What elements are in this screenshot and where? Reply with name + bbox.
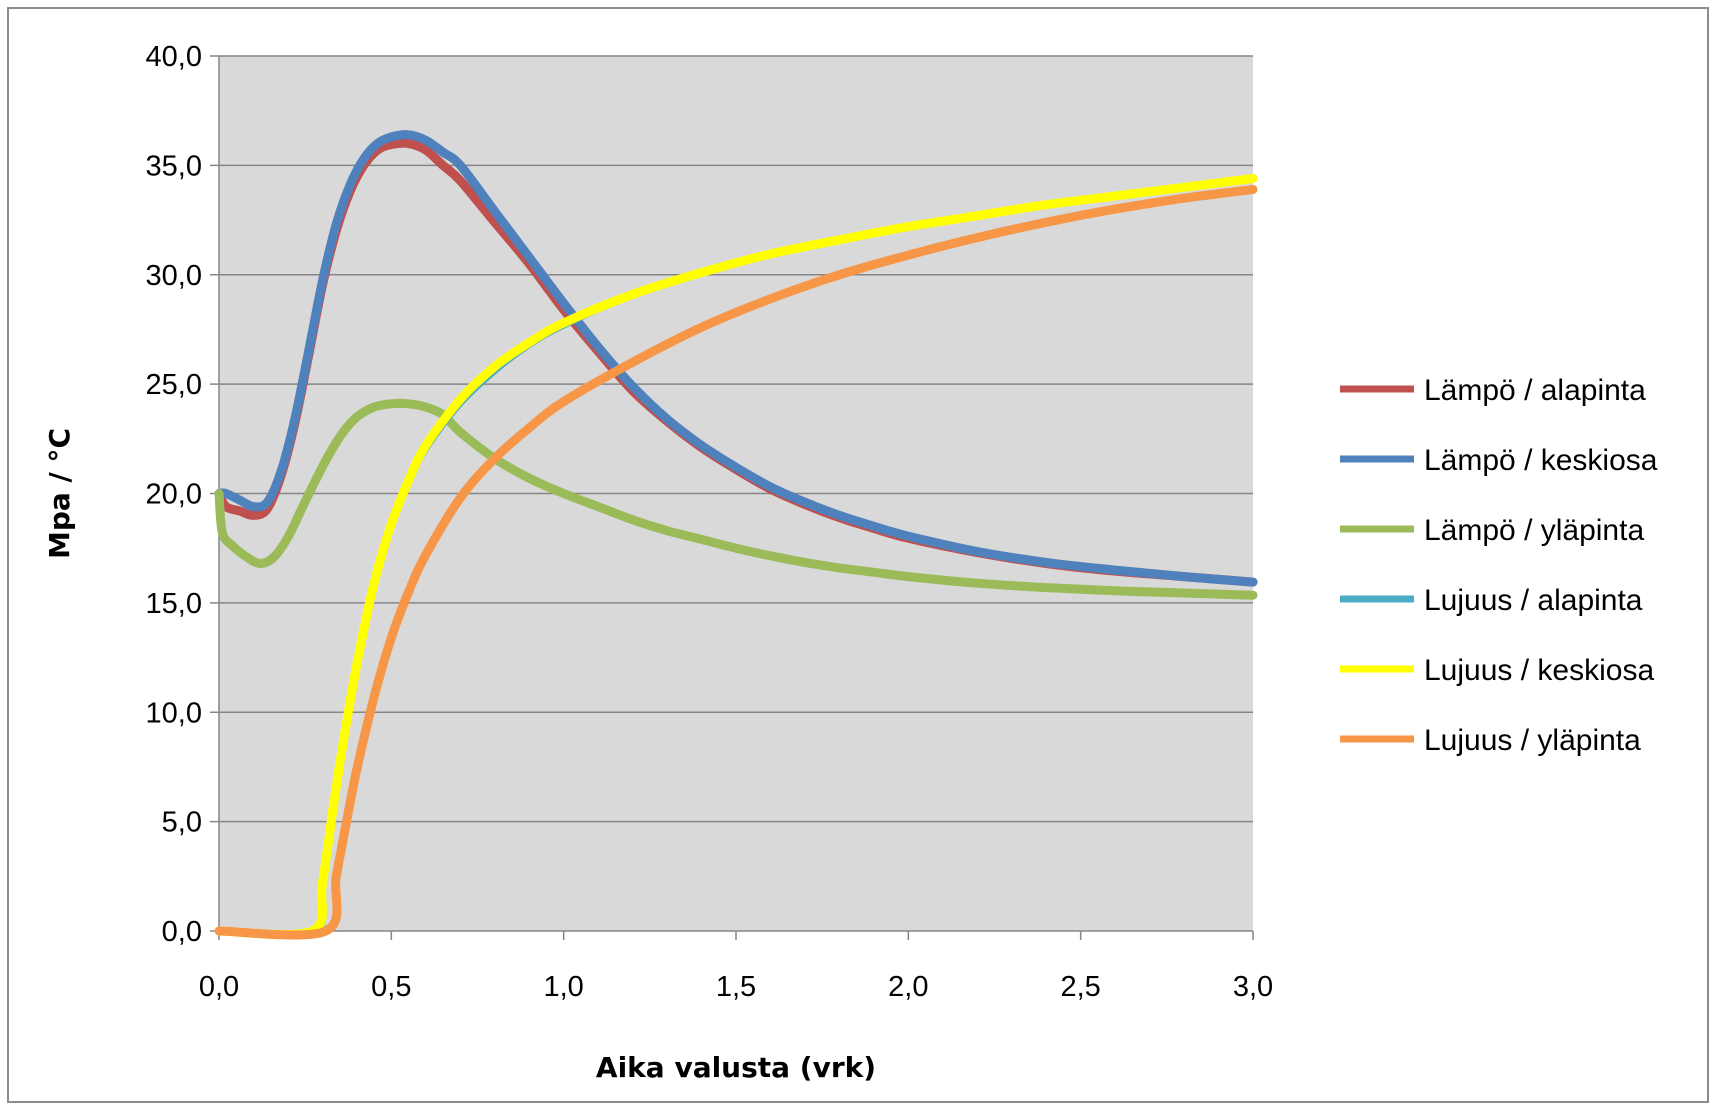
- series-line-5: [214, 174, 1258, 940]
- y-tick-label: 10,0: [146, 697, 202, 729]
- x-tick-label: 1,0: [544, 971, 584, 1003]
- legend-item: Lujuus / yläpinta: [1340, 724, 1641, 757]
- x-axis-title: Aika valusta (vrk): [596, 1051, 876, 1084]
- y-tick-label: 25,0: [146, 369, 202, 401]
- x-tick-label: 1,5: [716, 971, 756, 1003]
- series-line-2: [214, 130, 1258, 587]
- y-tick-label: 15,0: [146, 588, 202, 620]
- x-tick-label: 3,0: [1233, 971, 1273, 1003]
- x-tick-label: 2,5: [1061, 971, 1101, 1003]
- y-tick-label: 30,0: [146, 260, 202, 292]
- legend-label: Lämpö / alapinta: [1424, 374, 1646, 407]
- series-line-6: [214, 184, 1258, 940]
- y-tick-label: 20,0: [146, 479, 202, 511]
- y-axis-title: Mpa / °C: [43, 428, 76, 559]
- series-line-3: [214, 398, 1258, 600]
- legend-item: Lujuus / alapinta: [1340, 584, 1643, 617]
- legend: Lämpö / alapinta Lämpö / keskiosa Lämpö / …: [1340, 374, 1658, 757]
- legend-label: Lujuus / keskiosa: [1424, 654, 1654, 687]
- tick-labels: 0,0 5,0 10,0 15,0 20,0 25,0 30,0 35,0 40,0 0,0 0,5…: [146, 41, 1274, 1003]
- legend-item: Lujuus / keskiosa: [1340, 654, 1654, 687]
- y-tick-label: 35,0: [146, 150, 202, 182]
- y-tick-label: 40,0: [146, 41, 202, 73]
- legend-label: Lämpö / yläpinta: [1424, 514, 1644, 547]
- legend-item: Lämpö / keskiosa: [1340, 444, 1658, 477]
- x-tick-label: 0,0: [199, 971, 239, 1003]
- legend-label: Lujuus / yläpinta: [1424, 724, 1641, 757]
- gridlines: [219, 55, 1253, 823]
- legend-label: Lämpö / keskiosa: [1424, 444, 1658, 477]
- x-tick-label: 2,0: [888, 971, 928, 1003]
- legend-label: Lujuus / alapinta: [1424, 584, 1643, 617]
- legend-item: Lämpö / yläpinta: [1340, 514, 1644, 547]
- legend-item: Lämpö / alapinta: [1340, 374, 1646, 407]
- series-lines: [214, 130, 1258, 940]
- x-tick-label: 0,5: [371, 971, 411, 1003]
- y-tick-label: 5,0: [162, 807, 202, 839]
- y-tick-label: 0,0: [162, 916, 202, 948]
